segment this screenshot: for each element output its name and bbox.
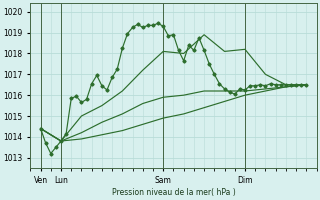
X-axis label: Pression niveau de la mer( hPa ): Pression niveau de la mer( hPa ) xyxy=(112,188,235,197)
